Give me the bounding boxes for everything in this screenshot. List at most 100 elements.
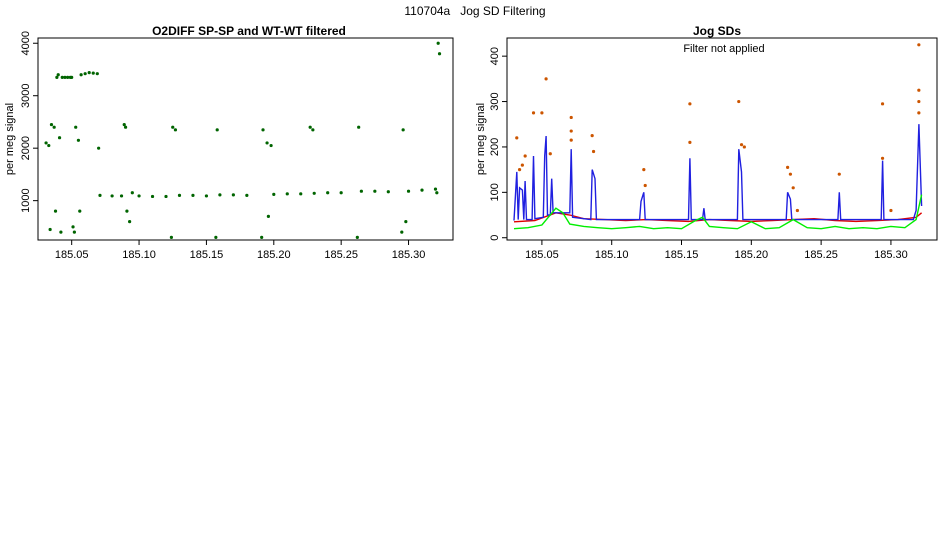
- chart-title: Jog SDs: [693, 24, 741, 38]
- page-title: 110704a Jog SD Filtering: [404, 4, 546, 18]
- data-point: [917, 111, 921, 115]
- data-point: [47, 143, 51, 148]
- data-point: [435, 191, 439, 195]
- data-point: [177, 193, 182, 198]
- data-point: [643, 183, 647, 188]
- y-tick-label: 1000: [20, 188, 32, 212]
- data-point: [76, 138, 81, 142]
- data-point: [739, 143, 744, 147]
- data-point: [266, 214, 271, 218]
- data-point: [269, 143, 273, 148]
- data-point: [359, 189, 363, 193]
- data-point: [72, 230, 76, 234]
- data-point: [591, 149, 596, 154]
- data-point: [688, 140, 692, 145]
- chart-annotation: Filter not applied: [683, 43, 764, 55]
- data-point: [261, 128, 265, 132]
- data-point: [119, 194, 124, 198]
- data-point: [63, 75, 67, 79]
- chart-jog-sds: Jog SDs Filter not applied per meg signa…: [475, 24, 938, 261]
- y-tick-label: 2000: [20, 136, 32, 160]
- data-point: [245, 193, 249, 198]
- data-point: [401, 128, 405, 132]
- data-point: [880, 156, 885, 160]
- data-point: [400, 230, 404, 234]
- y-tick-label: 100: [489, 183, 501, 201]
- data-point: [436, 41, 440, 45]
- data-point: [544, 77, 548, 81]
- x-tick-label: 185.30: [392, 249, 426, 261]
- data-point: [311, 128, 315, 132]
- data-point: [48, 227, 52, 232]
- chart-title: O2DIFF SP-SP and WT-WT filtered: [152, 24, 346, 38]
- data-point: [71, 225, 75, 229]
- chart-o2diff: O2DIFF SP-SP and WT-WT filtered per meg …: [4, 24, 454, 261]
- data-point: [130, 191, 134, 195]
- data-point: [98, 193, 102, 198]
- x-tick-label: 185.25: [804, 249, 838, 261]
- data-point: [231, 193, 235, 197]
- data-point: [265, 141, 269, 145]
- data-point: [95, 72, 99, 76]
- x-tick-label: 185.20: [257, 249, 291, 261]
- series-line-green: [513, 194, 923, 230]
- x-tick-label: 185.10: [122, 249, 156, 261]
- data-point: [795, 208, 799, 213]
- data-point: [737, 99, 741, 104]
- y-tick-label: 0: [489, 235, 501, 241]
- data-point: [137, 194, 141, 198]
- data-point: [880, 102, 885, 106]
- data-point: [56, 73, 60, 77]
- y-tick-label: 200: [489, 138, 501, 156]
- data-point: [122, 122, 126, 127]
- data-point: [786, 165, 790, 169]
- data-point: [49, 122, 54, 127]
- data-point: [70, 75, 74, 79]
- data-point: [837, 172, 841, 176]
- data-point: [355, 235, 359, 239]
- y-tick-label: 300: [489, 92, 501, 110]
- data-point: [742, 145, 746, 149]
- data-point: [150, 194, 155, 199]
- data-point: [299, 192, 303, 196]
- series-line-blue: [513, 124, 923, 221]
- data-point: [404, 220, 408, 224]
- data-point: [66, 75, 70, 79]
- x-tick-label: 185.30: [874, 249, 908, 261]
- data-point: [515, 136, 519, 140]
- plot-frame: [37, 37, 454, 241]
- data-point: [285, 192, 289, 196]
- data-point: [164, 194, 168, 199]
- data-point: [569, 115, 573, 120]
- data-point: [917, 99, 921, 104]
- y-axis-label: per meg signal: [4, 103, 16, 175]
- data-point: [642, 168, 646, 172]
- data-point: [386, 190, 390, 194]
- data-point: [44, 141, 48, 145]
- y-tick-label: 4000: [20, 31, 32, 55]
- data-point: [78, 209, 82, 213]
- data-point: [74, 125, 78, 129]
- x-tick-label: 185.05: [55, 249, 89, 261]
- data-point: [548, 152, 552, 156]
- data-point: [60, 75, 64, 79]
- data-point: [688, 102, 692, 106]
- data-point: [791, 186, 795, 190]
- data-point: [83, 72, 87, 76]
- x-tick-label: 185.15: [190, 249, 224, 261]
- y-tick-label: 3000: [20, 83, 32, 107]
- data-point: [420, 188, 424, 192]
- data-point: [326, 191, 330, 195]
- data-point: [433, 187, 438, 191]
- data-point: [531, 111, 536, 115]
- x-tick-label: 185.15: [665, 249, 699, 261]
- data-point: [171, 125, 175, 129]
- data-point: [260, 235, 264, 239]
- data-point: [169, 235, 173, 239]
- data-point: [373, 189, 377, 193]
- x-tick-label: 185.20: [734, 249, 768, 261]
- data-point: [520, 163, 524, 167]
- data-point: [128, 220, 132, 224]
- data-point: [569, 138, 573, 142]
